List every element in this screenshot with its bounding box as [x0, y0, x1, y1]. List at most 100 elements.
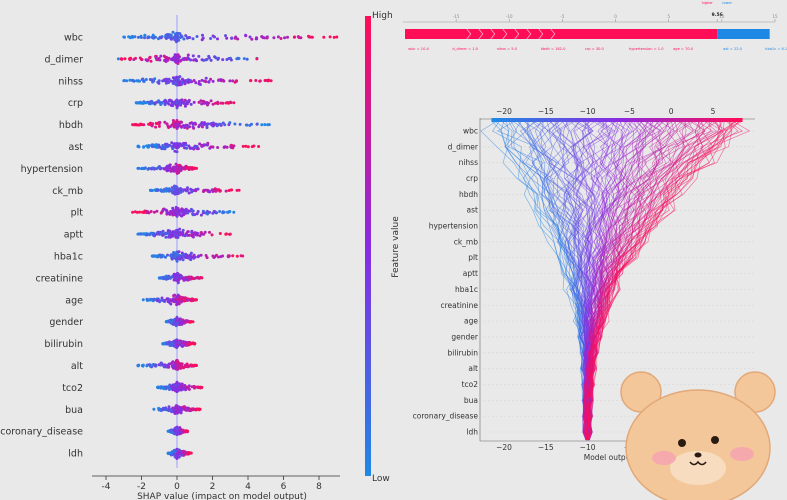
swarm-point [138, 79, 141, 83]
swarm-point [175, 390, 179, 394]
swarm-point [184, 276, 188, 280]
swarm-point [139, 36, 143, 39]
feature-label: gender [49, 317, 83, 328]
swarm-point [176, 281, 180, 285]
colorbar-segment [641, 118, 647, 122]
colorbar-segment [738, 118, 743, 122]
swarm-point [213, 187, 217, 191]
swarm-point [145, 364, 149, 368]
decision-feature-label: gender [451, 332, 479, 341]
swarm-point [143, 36, 146, 40]
swarm-point [172, 322, 176, 326]
swarm-point [150, 100, 153, 104]
swarm-point [198, 407, 202, 411]
swarm-point [174, 409, 178, 413]
swarm-point [184, 143, 188, 147]
swarm-point [175, 380, 179, 384]
swarm-point [189, 251, 193, 255]
swarm-point [213, 35, 216, 39]
swarm-point [195, 298, 198, 302]
colorbar-segment [545, 118, 551, 122]
swarm-point [173, 168, 177, 172]
swarm-point [154, 121, 158, 125]
swarm-point [153, 234, 156, 238]
swarm-point [241, 254, 245, 258]
feature-label: creatinine [36, 273, 84, 284]
force-tick-label: -15 [453, 14, 460, 19]
swarm-point [235, 254, 239, 258]
colorbar-segment [524, 118, 530, 122]
swarm-row [150, 250, 245, 263]
swarm-point [200, 276, 204, 280]
swarm-point [200, 385, 204, 389]
decision-feature-label: aptt [463, 269, 478, 278]
colorbar-segment [512, 118, 517, 122]
swarm-point [164, 255, 167, 259]
swarm-point [260, 35, 264, 39]
swarm-point [218, 232, 222, 235]
swarm-point [168, 35, 172, 39]
colorbar-segment [591, 118, 597, 122]
swarm-point [172, 142, 176, 146]
swarm-point [217, 188, 221, 192]
swarm-point [186, 211, 190, 215]
swarm-point [219, 255, 223, 259]
swarm-point [176, 59, 179, 63]
decision-feature-label: creatinine [441, 301, 479, 310]
swarm-point [299, 36, 303, 40]
colorbar-segment [608, 118, 613, 122]
swarm-point [228, 79, 232, 83]
force-arrow [478, 28, 484, 40]
force-contribution-label: wbc = 10.4 [408, 47, 429, 51]
swarm-point [147, 35, 151, 39]
colorbar-segment [541, 118, 547, 122]
swarm-point [190, 230, 194, 234]
swarm-point [181, 232, 185, 236]
swarm-point [257, 145, 261, 148]
feature-label: ldh [68, 449, 83, 460]
swarm-point [139, 232, 143, 236]
swarm-row [166, 425, 190, 436]
colorbar-gradient [365, 16, 371, 476]
swarm-point [207, 80, 211, 84]
decision-feature-label: ast [467, 206, 479, 215]
swarm-point [172, 278, 176, 282]
swarm-point [154, 363, 158, 367]
decision-feature-label: age [464, 317, 478, 326]
swarm-point [161, 386, 164, 389]
swarm-point [178, 80, 182, 84]
decision-feature-label: alt [468, 364, 478, 373]
colorbar-segment [733, 118, 739, 122]
swarm-point [193, 342, 197, 346]
swarm-point [228, 121, 232, 125]
swarm-point [152, 210, 156, 214]
feature-label: hbdh [59, 120, 83, 131]
decision-line [585, 120, 743, 441]
swarm-point [172, 364, 175, 368]
swarm-point [174, 340, 178, 344]
swarm-point [183, 188, 187, 192]
swarm-point [249, 79, 252, 83]
swarm-point [164, 364, 168, 368]
swarm-point [250, 37, 254, 41]
decision-line [585, 120, 741, 441]
swarm-point [165, 277, 169, 281]
swarm-point [151, 33, 155, 37]
swarm-point [138, 210, 142, 214]
swarm-point [192, 100, 196, 104]
swarm-point [230, 36, 234, 40]
colorbar-segment [637, 118, 643, 122]
colorbar-segment [713, 118, 718, 122]
swarm-point [205, 256, 209, 260]
swarm-point [169, 169, 173, 173]
swarm-point [161, 144, 165, 147]
swarm-point [211, 190, 215, 193]
swarm-point [129, 57, 133, 60]
swarm-point [185, 364, 188, 368]
swarm-point [211, 102, 215, 106]
swarm-point [191, 125, 195, 129]
swarm-point [169, 320, 173, 324]
swarm-point [143, 232, 147, 236]
swarm-row [131, 119, 271, 130]
swarm-point [193, 121, 197, 125]
